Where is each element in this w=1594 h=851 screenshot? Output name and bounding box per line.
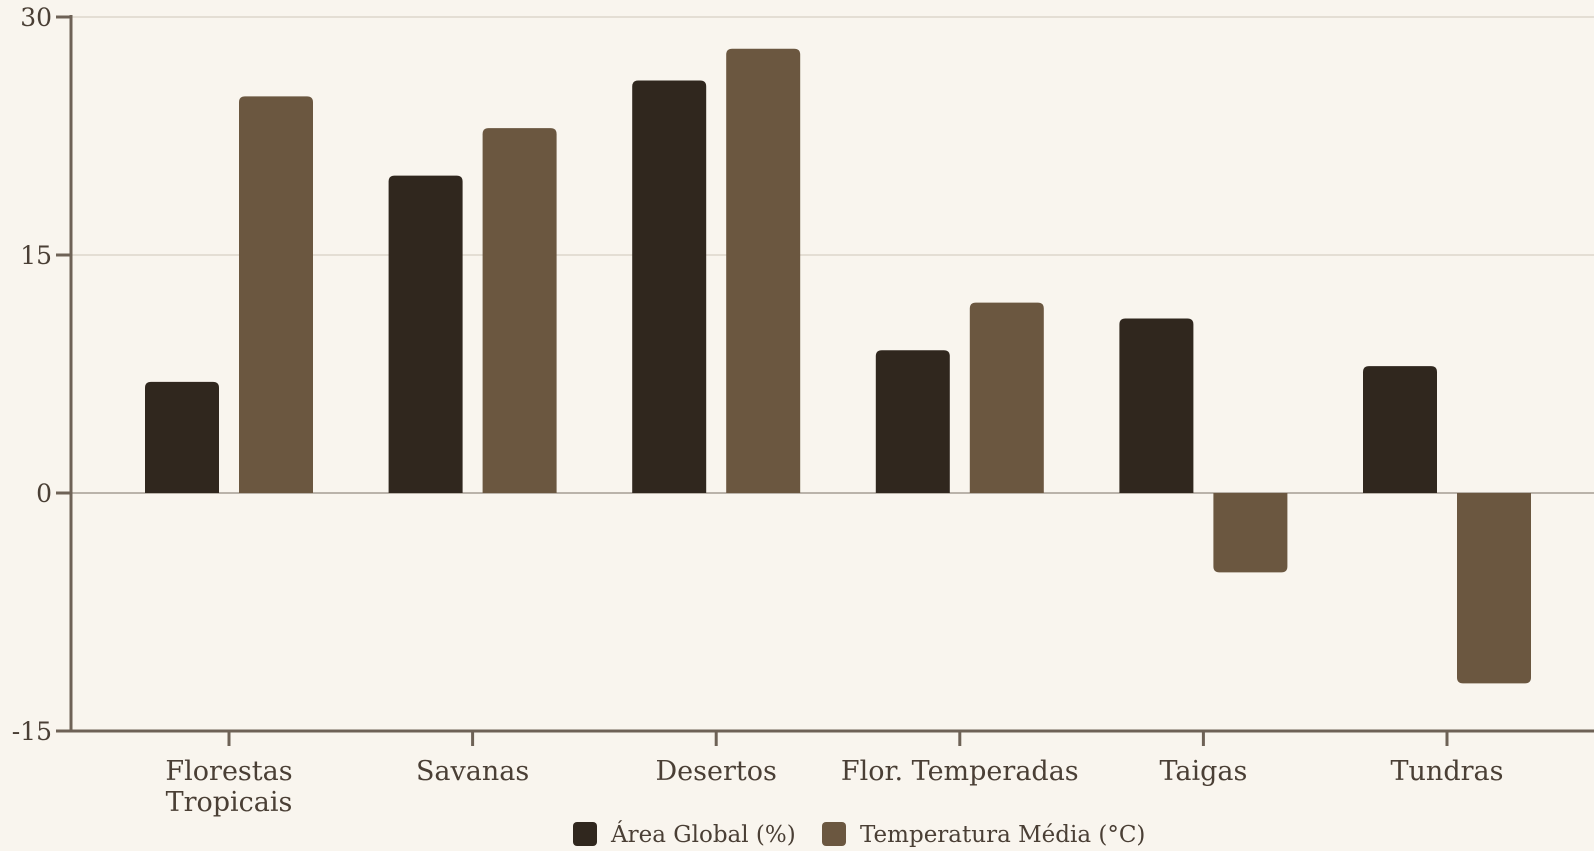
legend: Área Global (%) Temperatura Média (°C) bbox=[573, 821, 1145, 848]
bar-series-1-cat-3 bbox=[632, 80, 707, 493]
bar-series-1-cat-6 bbox=[1363, 366, 1437, 493]
bar-series-2-cat-2 bbox=[482, 128, 557, 494]
bar-series-1-cat-4 bbox=[875, 350, 950, 493]
x-tick-label: Tundras bbox=[1391, 756, 1504, 787]
x-tick-label: Taigas bbox=[1159, 756, 1247, 787]
legend-swatch-2 bbox=[822, 822, 846, 846]
legend-label-1: Área Global (%) bbox=[610, 821, 796, 847]
bar-series-1-cat-2 bbox=[388, 175, 463, 493]
x-tick-label: Desertos bbox=[656, 756, 777, 787]
bar-series-1-cat-1 bbox=[145, 381, 219, 493]
y-tick-label: 30 bbox=[20, 3, 52, 32]
x-tick-label: Flor. Temperadas bbox=[841, 756, 1079, 787]
bar-series-1-cat-5 bbox=[1119, 318, 1194, 493]
gridlines bbox=[71, 16, 1594, 494]
y-tick-label: -15 bbox=[12, 717, 52, 746]
y-tick-label: 15 bbox=[20, 241, 52, 270]
x-tick-label: Savanas bbox=[416, 756, 529, 787]
y-tick-label: 0 bbox=[36, 479, 52, 508]
bars bbox=[145, 48, 1531, 684]
axes bbox=[56, 15, 1594, 746]
bar-series-2-cat-6 bbox=[1457, 493, 1531, 684]
legend-label-2: Temperatura Média (°C) bbox=[860, 822, 1145, 847]
x-tick-label: Florestas bbox=[165, 756, 292, 787]
legend-swatch-1 bbox=[573, 822, 597, 846]
x-tick-label: Tropicais bbox=[166, 787, 293, 818]
bar-series-2-cat-3 bbox=[726, 48, 801, 493]
bar-series-2-cat-1 bbox=[239, 96, 313, 493]
bar-series-2-cat-4 bbox=[969, 302, 1044, 493]
bar-series-2-cat-5 bbox=[1213, 493, 1288, 573]
